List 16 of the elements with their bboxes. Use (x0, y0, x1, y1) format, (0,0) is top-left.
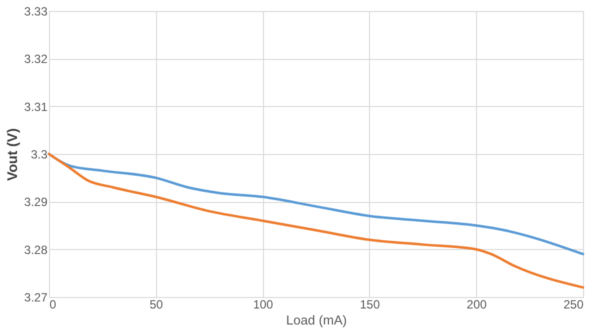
y-tick-label: 3.27 (24, 290, 48, 304)
y-axis-title: Vout (V) (4, 128, 20, 181)
y-tick-label: 3.32 (24, 52, 48, 66)
x-tick-label: 150 (360, 298, 380, 312)
y-tick-label: 3.28 (24, 242, 48, 257)
y-tick-label: 3.33 (24, 4, 48, 18)
x-axis-title: Load (mA) (286, 312, 347, 328)
y-tick-label: 3.3 (30, 148, 48, 162)
x-tick-label: 0 (50, 298, 56, 312)
x-tick-label: 50 (150, 298, 164, 312)
x-tick-label: 100 (253, 298, 274, 312)
x-tick-label: 200 (466, 298, 488, 312)
y-tick-label: 3.31 (24, 100, 48, 114)
y-tick-label: 3.29 (24, 195, 48, 210)
x-tick-label: 250 (563, 298, 584, 312)
line-series (48, 152, 584, 289)
